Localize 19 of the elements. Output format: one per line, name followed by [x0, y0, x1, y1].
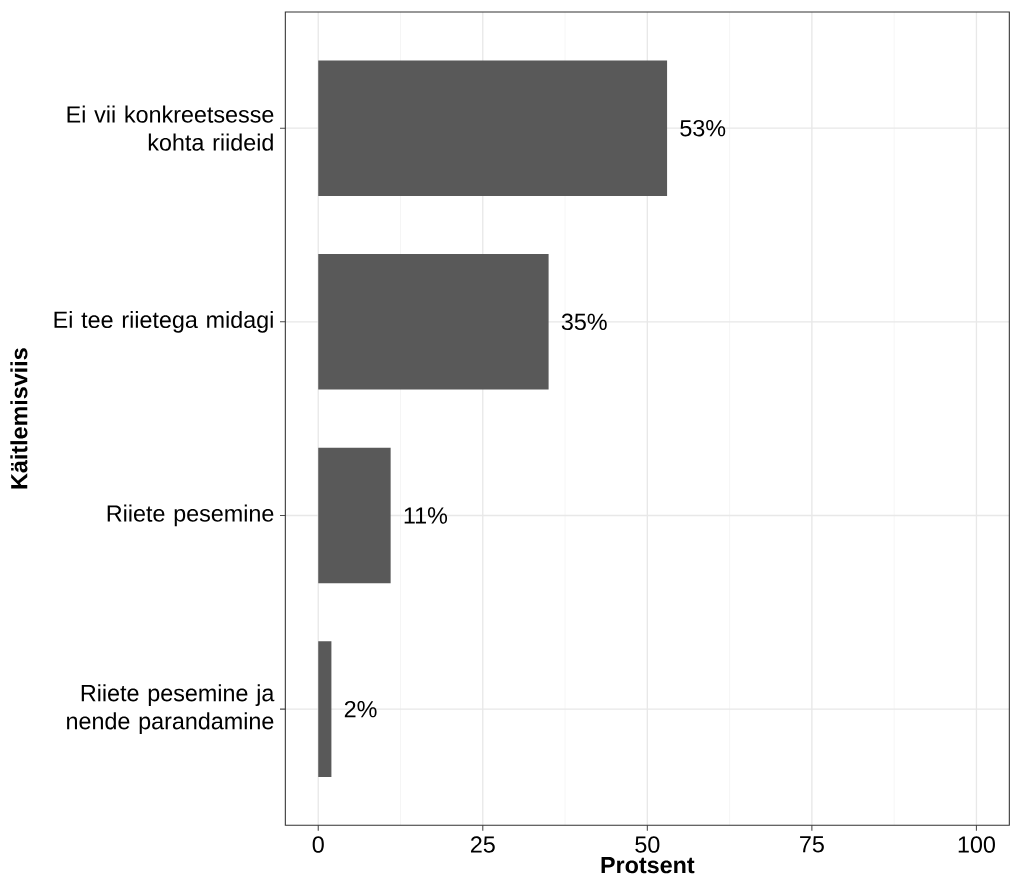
data-label: 53% [680, 119, 726, 137]
bar [318, 254, 549, 390]
y-tick-label: Riiete pesemine [107, 504, 274, 527]
bar [318, 60, 668, 196]
bar [318, 641, 332, 777]
x-tick-label: 50 [635, 836, 660, 853]
x-tick-label: 75 [800, 836, 824, 853]
y-axis-title: Käitlemisviis [10, 348, 28, 489]
x-axis-title: Protsent [601, 857, 695, 874]
x-tick-label: 25 [470, 836, 495, 853]
y-tick-label: Ei vii konkreetsesse kohta riideid [67, 105, 274, 151]
data-label: 11% [404, 507, 448, 524]
y-tick-label: Ei tee riietega midagi [54, 310, 273, 333]
bar [318, 447, 391, 584]
data-label: 35% [561, 313, 607, 331]
data-label: 2% [344, 700, 377, 718]
x-tick-label: 0 [312, 836, 324, 853]
x-tick-label: 100 [958, 836, 995, 853]
y-tick-label: Riiete pesemine ja nende parandamine [67, 684, 275, 735]
